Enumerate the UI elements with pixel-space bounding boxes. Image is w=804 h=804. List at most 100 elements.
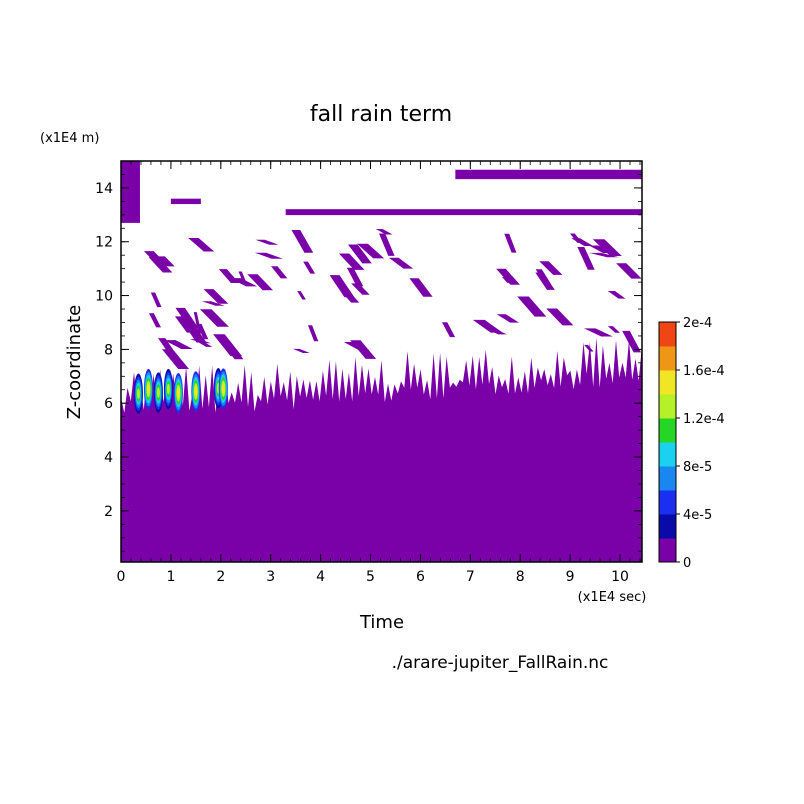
cloud-streak — [348, 244, 372, 264]
cloud-streak — [535, 272, 555, 290]
cloud-streak — [196, 341, 213, 347]
cloud-streak — [221, 341, 244, 360]
x-tick-label: 3 — [266, 569, 275, 585]
colorbar-segment — [659, 442, 676, 467]
upper-band — [170, 198, 201, 205]
cloud-streak — [502, 277, 511, 283]
colorbar-segment — [659, 322, 676, 347]
cloud-streak — [485, 328, 507, 335]
cloud-streak — [577, 247, 595, 270]
cloud-streak — [162, 349, 189, 369]
x-tick-label: 10 — [611, 569, 629, 585]
cloud-streak — [181, 321, 207, 343]
zero-level-region — [121, 337, 642, 562]
cloud-streak — [589, 245, 613, 254]
x-tick-label: 6 — [416, 569, 425, 585]
cloud-streak — [149, 313, 161, 328]
colorbar-segment — [659, 394, 676, 419]
cloud-streak — [291, 230, 314, 253]
colorbar-frame — [658, 321, 677, 563]
cloud-streak — [496, 268, 520, 285]
colorbar-tick-label: 8e-5 — [683, 460, 712, 475]
cloud-streak — [539, 261, 563, 275]
cloud-streak — [329, 275, 355, 298]
y-tick-label: 4 — [104, 450, 113, 466]
y-tick-label: 14 — [95, 181, 113, 197]
x-tick-label: 5 — [366, 569, 375, 585]
cloud-streak — [247, 274, 273, 291]
colorbar-tick-label: 4e-5 — [683, 508, 712, 523]
cloud-streak — [504, 233, 517, 253]
cloud-streak — [357, 243, 385, 259]
x-tick-label: 2 — [216, 569, 225, 585]
cloud-streak — [254, 252, 283, 259]
cloud-streak — [622, 330, 642, 353]
cloud-streak — [607, 326, 620, 333]
cloud-streak — [193, 312, 202, 334]
upper-band — [455, 169, 642, 180]
colorbar-tick-label: 1.2e-4 — [683, 412, 725, 427]
high-value-patch — [221, 383, 225, 394]
cloud-streak — [150, 292, 162, 308]
cloud-streak — [592, 239, 622, 256]
colorbar-tick-label: 2e-4 — [683, 316, 712, 331]
cloud-streak — [442, 322, 456, 338]
cloud-streak — [584, 344, 594, 352]
cloud-streak — [517, 296, 547, 317]
y-tick-label: 8 — [104, 342, 113, 358]
cloud-streak — [589, 252, 619, 258]
cloud-streak — [570, 233, 582, 243]
y-unit-label: (x1E4 m) — [40, 131, 99, 146]
cloud-streak — [546, 308, 574, 326]
x-tick-label: 8 — [516, 569, 525, 585]
high-value-patch — [156, 387, 160, 398]
cloud-streak — [164, 340, 193, 349]
cloud-streak — [143, 251, 169, 267]
colorbar-segment — [659, 466, 676, 491]
cloud-streak — [375, 229, 393, 235]
cloud-streak — [297, 291, 306, 300]
chart-title: fall rain term — [310, 102, 452, 127]
cloud-streak — [303, 261, 316, 274]
y-axis-label: Z-coordinate — [64, 305, 85, 420]
high-value-patch — [136, 388, 140, 400]
colorbar-segment — [659, 490, 676, 515]
colorbar-segment — [659, 346, 676, 371]
cloud-streak — [292, 348, 310, 353]
cloud-streak — [188, 238, 215, 252]
high-value-patch — [176, 387, 180, 399]
cloud-streak — [308, 325, 319, 342]
colorbar-segment — [659, 418, 676, 443]
y-tick-label: 12 — [95, 235, 113, 251]
x-tick-label: 7 — [466, 569, 475, 585]
colorbar: 0 4e-5 8e-5 1.2e-4 1.6e-4 2e-4 — [658, 316, 725, 571]
plot-frame — [120, 160, 643, 563]
colorbar-segment — [659, 514, 676, 539]
x-tick-label: 9 — [566, 569, 575, 585]
cloud-streak — [203, 289, 229, 304]
x-tick-label: 4 — [316, 569, 325, 585]
cloud-streak — [351, 283, 370, 295]
cloud-streak — [271, 266, 288, 279]
cloud-streak — [238, 271, 247, 284]
colorbar-segment — [659, 538, 676, 563]
colorbar-tick-label: 0 — [683, 556, 691, 571]
colorbar-tick-label: 1.6e-4 — [683, 364, 725, 379]
cloud-streak — [379, 233, 395, 256]
x-tick-label: 0 — [117, 569, 126, 585]
high-value-patch — [194, 386, 198, 397]
upper-edge-strip — [121, 161, 140, 223]
cloud-streak — [607, 291, 626, 299]
cloud-streak — [584, 328, 613, 337]
colorbar-segment — [659, 370, 676, 395]
upper-band — [285, 209, 642, 216]
x-axis-label: Time — [359, 612, 404, 633]
cloud-streak — [175, 307, 199, 329]
cloud-streak — [388, 257, 414, 269]
cloud-streak — [158, 256, 175, 267]
x-tick-label: 1 — [166, 569, 175, 585]
cloud-streak — [201, 301, 225, 306]
cloud-streak — [346, 267, 364, 287]
